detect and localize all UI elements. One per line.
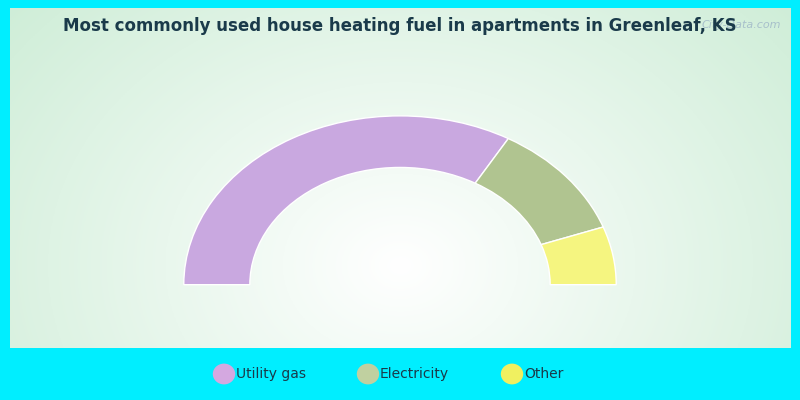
Wedge shape (475, 138, 603, 245)
Text: Electricity: Electricity (380, 367, 449, 381)
Text: Other: Other (524, 367, 563, 381)
Ellipse shape (501, 364, 523, 384)
Text: Most commonly used house heating fuel in apartments in Greenleaf, KS: Most commonly used house heating fuel in… (63, 17, 737, 35)
Ellipse shape (213, 364, 235, 384)
Ellipse shape (357, 364, 379, 384)
Wedge shape (184, 116, 508, 285)
Wedge shape (541, 227, 616, 285)
Text: City-Data.com: City-Data.com (702, 20, 782, 30)
Text: Utility gas: Utility gas (236, 367, 306, 381)
